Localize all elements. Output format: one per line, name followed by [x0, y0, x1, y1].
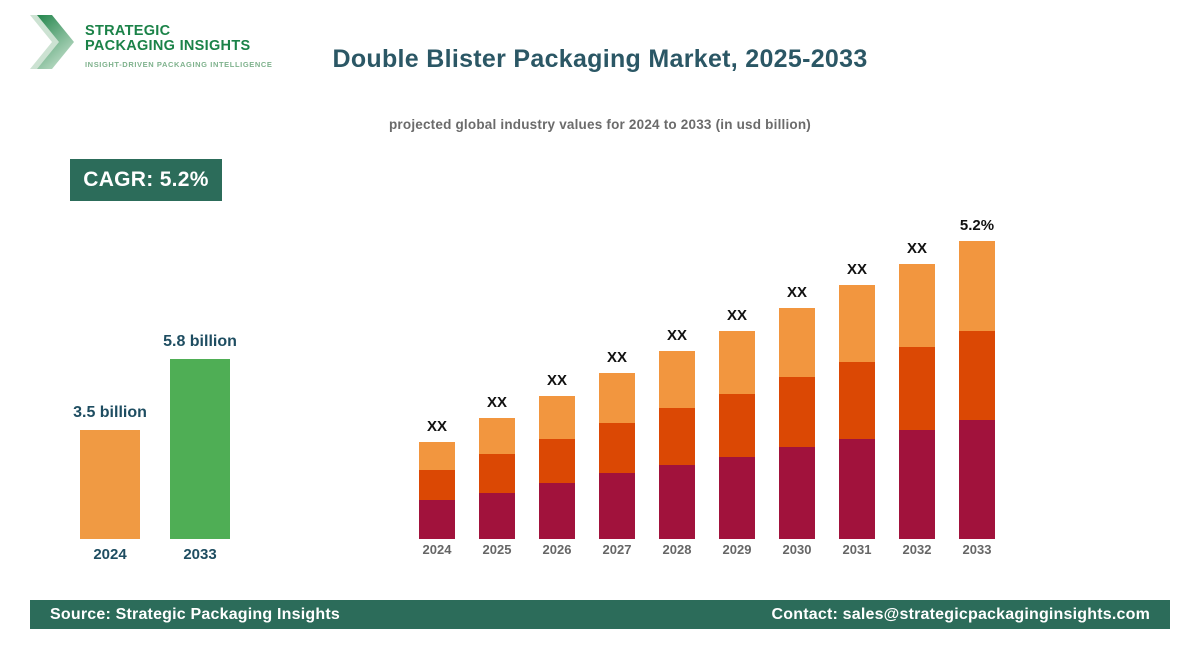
bar-segment: [419, 500, 455, 539]
stacked-bar-chart: XX XX XX XX XX XX XX XX XX 5.2% 2024 2025 2026 2027 2…: [407, 195, 1007, 557]
bar-segment: [599, 473, 635, 539]
year-label: 2025: [482, 542, 512, 557]
bar-segment: [419, 470, 455, 500]
stacked-years: 2024 2025 2026 2027 2028 2029 2030 2031 2032 2033: [407, 542, 1007, 557]
bar-column: XX: [407, 195, 467, 539]
bar-segment: [599, 423, 635, 473]
stacked-bar: [599, 373, 635, 539]
bar: [80, 430, 140, 539]
stacked-bar: [659, 351, 695, 539]
bar-segment: [719, 331, 755, 394]
page-title: Double Blister Packaging Market, 2025-20…: [332, 45, 868, 73]
bar-segment: [419, 442, 455, 470]
year-label: 2024: [422, 542, 452, 557]
stacked-bar: [419, 442, 455, 539]
bar-column: XX: [707, 195, 767, 539]
year-label: 2033: [183, 546, 217, 563]
contact-text: Contact: sales@strategicpackaginginsight…: [771, 605, 1150, 623]
bar-segment: [899, 347, 935, 430]
year-label: 2030: [782, 542, 812, 557]
source-text: Source: Strategic Packaging Insights: [50, 605, 340, 623]
bar-column: XX: [587, 195, 647, 539]
year-label: 2026: [542, 542, 572, 557]
bar-column: XX: [887, 195, 947, 539]
bar-top-label: XX: [786, 284, 807, 301]
year-label: 2029: [722, 542, 752, 557]
bar-top-label: XX: [666, 327, 687, 344]
stacked-bar: [959, 241, 995, 539]
bar-segment: [959, 331, 995, 420]
bar-segment: [539, 396, 575, 439]
bar-value-label: 5.8 billion: [163, 333, 237, 350]
stacked-bar: [899, 264, 935, 539]
bar-top-label: XX: [906, 240, 927, 257]
logo-line2: PACKAGING INSIGHTS: [85, 38, 251, 54]
bar-segment: [659, 465, 695, 539]
stacked-bar: [539, 396, 575, 539]
stacked-bar: [479, 418, 515, 539]
bar-segment: [539, 439, 575, 483]
bar-segment: [839, 362, 875, 439]
stacked-bar: [779, 308, 815, 539]
bar-top-label: XX: [426, 418, 447, 435]
bar-top-label: XX: [726, 307, 747, 324]
bar-column: XX: [467, 195, 527, 539]
logo-line1: STRATEGIC: [85, 23, 171, 39]
bar-column: 3.5 billion: [65, 318, 155, 539]
stacked-bar: [719, 331, 755, 539]
comparison-columns: 3.5 billion 5.8 billion: [65, 318, 245, 539]
bar-segment: [719, 457, 755, 539]
year-label: 2028: [662, 542, 692, 557]
chevron-logo-icon: [30, 15, 74, 69]
logo-text: STRATEGIC PACKAGING INSIGHTS INSIGHT-DRI…: [85, 13, 273, 70]
bar-segment: [839, 285, 875, 362]
bar: [170, 359, 230, 539]
chart-subtitle: projected global industry values for 202…: [388, 117, 812, 132]
bar-segment: [659, 351, 695, 408]
bar-top-label: XX: [486, 394, 507, 411]
bar-column: XX: [827, 195, 887, 539]
stacked-columns: XX XX XX XX XX XX XX XX XX 5.2%: [407, 195, 1007, 539]
year-label: 2027: [602, 542, 632, 557]
bar-segment: [719, 394, 755, 457]
bar-segment: [659, 408, 695, 465]
bar-segment: [779, 447, 815, 539]
bar-segment: [959, 420, 995, 539]
bar-segment: [599, 373, 635, 423]
bar-segment: [779, 377, 815, 447]
bar-segment: [899, 430, 935, 539]
bar-column: 5.2%: [947, 195, 1007, 539]
bar-segment: [539, 483, 575, 539]
bar-top-label: XX: [846, 261, 867, 278]
bar-column: XX: [767, 195, 827, 539]
year-label: 2031: [842, 542, 872, 557]
bar-top-label: XX: [606, 349, 627, 366]
bar-segment: [479, 418, 515, 454]
comparison-chart: 3.5 billion 5.8 billion 2024 2033: [65, 318, 245, 563]
year-label: 2024: [93, 546, 127, 563]
bar-top-label: 5.2%: [959, 217, 995, 234]
logo-tagline: INSIGHT-DRIVEN PACKAGING INTELLIGENCE: [85, 60, 273, 69]
year-label: 2032: [902, 542, 932, 557]
stacked-bar: [839, 285, 875, 539]
bar-column: XX: [647, 195, 707, 539]
bar-segment: [479, 493, 515, 539]
bar-segment: [479, 454, 515, 493]
logo: STRATEGIC PACKAGING INSIGHTS INSIGHT-DRI…: [30, 13, 273, 73]
bar-segment: [779, 308, 815, 377]
bar-value-label: 3.5 billion: [73, 404, 147, 421]
comparison-years: 2024 2033: [65, 546, 245, 563]
bar-segment: [899, 264, 935, 347]
bar-top-label: XX: [546, 372, 567, 389]
cagr-badge: CAGR: 5.2%: [70, 159, 222, 201]
year-label: 2033: [962, 542, 992, 557]
bar-segment: [959, 241, 995, 331]
footer-bar: Source: Strategic Packaging Insights Con…: [30, 600, 1170, 629]
bar-segment: [839, 439, 875, 539]
bar-column: XX: [527, 195, 587, 539]
bar-column: 5.8 billion: [155, 318, 245, 539]
